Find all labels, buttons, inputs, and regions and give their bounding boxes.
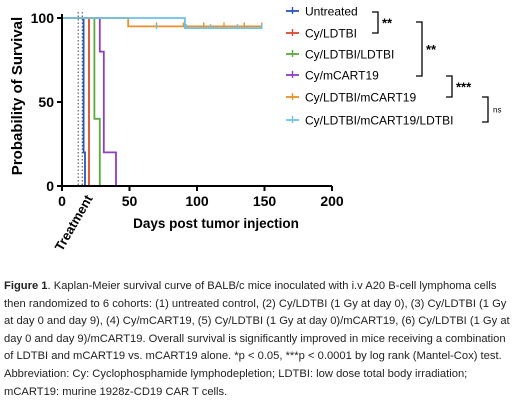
x-tick-label-4: 200 [320,193,344,209]
series-line-0 [62,17,86,186]
caption-figure-label: Figure 1 [4,280,48,292]
x-tick-label-3: 150 [253,193,277,209]
legend-label-3: Cy/mCART19 [305,69,379,83]
caption-paragraph: Figure 1. Kaplan-Meier survival curve of… [0,278,520,401]
series-line-5 [62,17,262,29]
y-tick-label-1: 50 [38,94,54,110]
legend-label-0: Untreated [305,5,358,19]
x-tick-label-0: 0 [58,193,66,209]
plot-area: 0 50 100 0 50 100 150 200 [31,10,344,209]
y-axis-label: Probability of Survival [9,17,26,175]
sig-bracket-1 [416,21,423,77]
x-tick-label-2: 100 [185,193,209,209]
legend-label-5: Cy/LDTBI/mCART19/LDTBI [305,114,453,128]
y-tick-label-2: 100 [31,10,55,26]
legend: Untreated Cy/LDTBI Cy/LDTBI/LDTBI Cy/mCART1… [286,5,453,128]
figure-caption: Figure 1. Kaplan-Meier survival curve of… [0,278,520,409]
sig-label-3: ns [493,106,501,115]
sig-bracket-3 [482,96,489,123]
x-axis-label: Days post tumor injection [133,216,299,231]
sig-label-0: ** [382,16,393,31]
y-tick-label-0: 0 [46,178,54,194]
sig-bracket-0 [372,11,379,34]
legend-label-1: Cy/LDTBI [305,27,357,41]
sig-label-1: ** [426,42,437,57]
sig-bracket-2 [446,75,453,98]
caption-text: . Kaplan-Meier survival curve of BALB/c … [4,280,510,398]
series-line-4 [62,17,262,28]
legend-label-2: Cy/LDTBI/LDTBI [305,48,394,62]
kaplan-meier-chart: 0 50 100 0 50 100 150 200 Probability of Surviv… [9,5,501,251]
series-line-2 [62,17,101,186]
sig-label-2: *** [456,80,472,95]
legend-label-4: Cy/LDTBI/mCART19 [305,91,416,105]
significance-brackets: *******ns [372,11,501,123]
x-tick-label-1: 50 [122,193,138,209]
